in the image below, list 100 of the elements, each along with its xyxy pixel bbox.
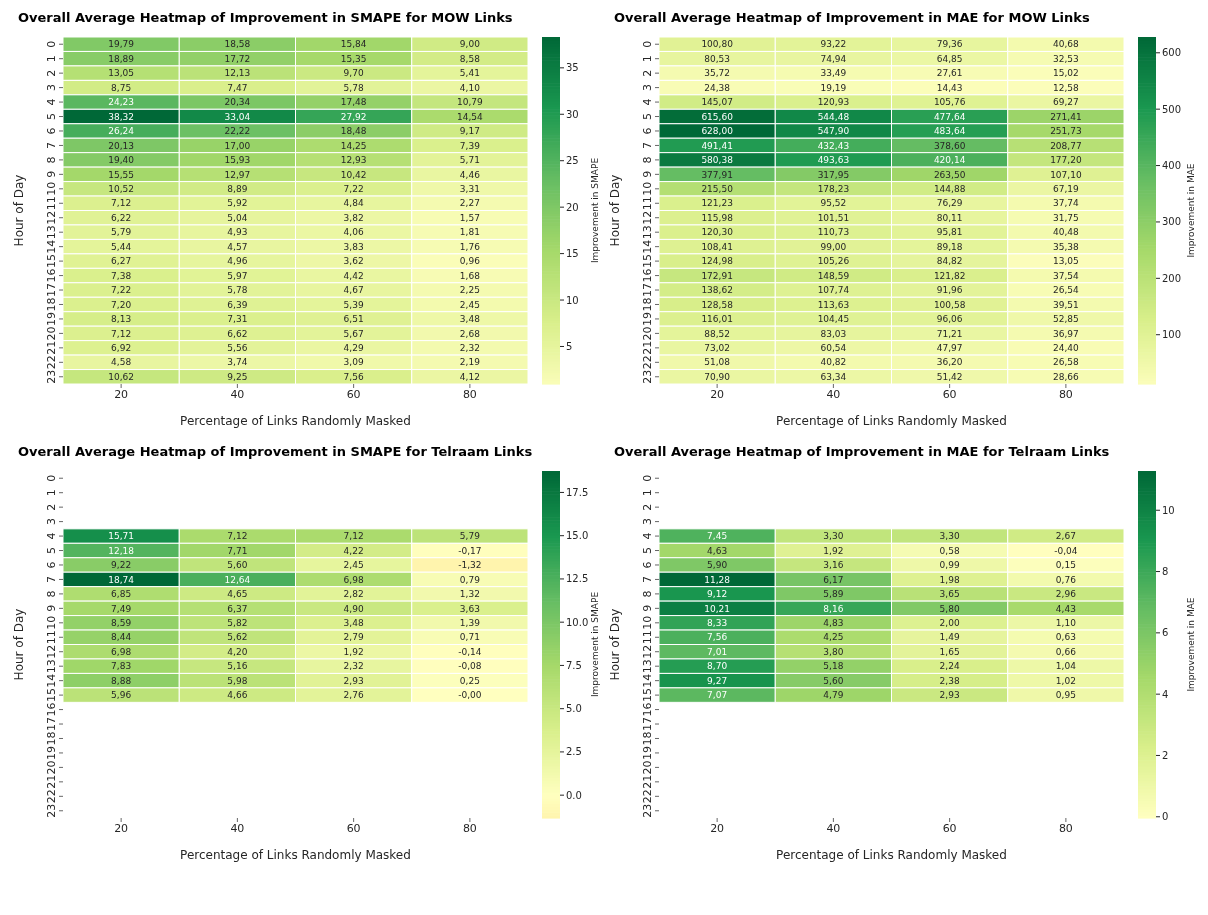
x-tick-label: 40 <box>826 821 841 835</box>
data-label: 4,65 <box>227 589 248 600</box>
data-label: 3,63 <box>459 603 480 614</box>
data-label: 1,81 <box>459 227 480 238</box>
data-label: 8,70 <box>707 661 728 672</box>
data-label: 8,75 <box>111 82 132 93</box>
data-label: 3,48 <box>343 617 364 628</box>
color-bar-label: 200 <box>1162 272 1182 284</box>
color-bar-label: 30 <box>566 108 579 120</box>
data-label: 2,00 <box>939 617 960 628</box>
y-tick-label: 2 <box>45 503 58 511</box>
y-tick-label: 16 <box>45 702 58 717</box>
data-label: 4,43 <box>1055 603 1076 614</box>
data-label: 251,73 <box>1050 126 1082 137</box>
y-tick-label: 8 <box>641 590 654 598</box>
data-label: 0,66 <box>1055 646 1077 657</box>
data-label: 4,67 <box>343 285 364 296</box>
y-tick-label: 21 <box>45 774 58 789</box>
color-bar-label: 25 <box>566 155 579 167</box>
data-label: 37,54 <box>1052 270 1080 281</box>
data-label: 2,32 <box>343 661 364 672</box>
data-label: 491,41 <box>701 140 733 151</box>
data-label: 107,74 <box>817 285 850 296</box>
data-label: 5,89 <box>823 589 844 600</box>
data-label: 544,48 <box>817 111 850 122</box>
data-label: 107,10 <box>1050 169 1082 180</box>
data-label: 15,71 <box>108 531 135 542</box>
data-label: 3,09 <box>343 357 364 368</box>
data-label: 7,12 <box>343 531 364 542</box>
data-label: 99,00 <box>820 241 847 252</box>
data-label: 0,79 <box>459 574 481 585</box>
y-tick-label: 18 <box>641 297 654 312</box>
y-tick-label: 20 <box>45 326 58 341</box>
data-label: 1,32 <box>459 589 480 600</box>
data-label: 8,59 <box>111 617 132 628</box>
data-label: 208,77 <box>1050 140 1082 151</box>
data-label: 39,51 <box>1052 299 1079 310</box>
data-label: 2,96 <box>1055 589 1077 600</box>
data-label: 35,72 <box>704 68 731 79</box>
data-label: -0,17 <box>458 545 482 556</box>
data-label: 67,19 <box>1052 183 1080 194</box>
data-label: 24,40 <box>1052 343 1080 353</box>
data-label: 4,66 <box>227 690 248 701</box>
y-tick-label: 8 <box>45 156 58 164</box>
data-label: 32,53 <box>1052 53 1079 64</box>
data-label: 10,21 <box>704 603 731 614</box>
x-tick-label: 60 <box>942 821 957 835</box>
y-tick-label: 3 <box>641 84 654 92</box>
data-label: 2,68 <box>459 328 481 339</box>
y-tick-label: 23 <box>45 803 58 818</box>
data-label: 52,85 <box>1052 314 1079 325</box>
data-label: 2,93 <box>343 675 364 686</box>
y-tick-label: 14 <box>641 673 654 688</box>
data-label: 145,07 <box>701 97 733 108</box>
y-tick-label: 15 <box>641 254 654 269</box>
color-bar-label: 15 <box>566 248 579 260</box>
data-label: 9,22 <box>111 560 132 571</box>
data-label: 10,62 <box>108 371 135 382</box>
data-label: 8,16 <box>823 603 844 614</box>
data-label: 7,22 <box>111 285 132 296</box>
data-label: 4,84 <box>343 198 364 209</box>
data-label: 1,92 <box>823 545 844 556</box>
data-label: 96,06 <box>936 314 963 325</box>
data-label: 5,79 <box>111 227 132 238</box>
data-label: 1,65 <box>939 646 960 657</box>
data-label: 60,54 <box>820 343 847 353</box>
color-bar-label: 4 <box>1162 688 1169 700</box>
y-tick-label: 1 <box>641 489 654 497</box>
y-tick-label: 19 <box>641 311 654 326</box>
data-label: 100,58 <box>933 299 966 310</box>
data-label: 7,12 <box>111 328 132 339</box>
data-label: 8,89 <box>227 183 248 194</box>
data-label: 4,20 <box>227 646 248 657</box>
y-tick-label: 16 <box>641 702 654 717</box>
data-label: 6,92 <box>111 343 132 353</box>
data-label: 2,67 <box>1055 531 1076 542</box>
data-label: 2,24 <box>939 661 960 672</box>
data-label: 27,92 <box>340 111 367 122</box>
data-label: 4,25 <box>823 632 844 643</box>
color-bar-label: 15.0 <box>566 530 589 542</box>
data-label: 9,17 <box>459 126 480 137</box>
data-label: 4,29 <box>343 343 364 353</box>
data-label: 7,83 <box>111 661 132 672</box>
x-axis-title: Percentage of Links Randomly Masked <box>180 414 411 428</box>
data-label: 3,31 <box>459 183 480 194</box>
y-tick-label: 10 <box>641 181 654 196</box>
y-tick-label: 18 <box>45 731 58 746</box>
data-label: 3,82 <box>343 212 364 223</box>
color-bar-label: 300 <box>1162 216 1182 228</box>
x-axis-title: Percentage of Links Randomly Masked <box>776 414 1007 428</box>
data-label: 71,21 <box>936 328 963 339</box>
data-label: 7,38 <box>111 270 132 281</box>
y-tick-label: 17 <box>641 717 654 732</box>
data-label: 70,90 <box>704 371 731 382</box>
y-tick-label: 5 <box>641 547 654 555</box>
data-label: 15,93 <box>224 155 251 166</box>
data-label: 14,25 <box>340 140 367 151</box>
data-label: 80,53 <box>704 53 731 64</box>
data-label: 3,62 <box>343 256 364 267</box>
y-tick-label: 20 <box>641 326 654 341</box>
